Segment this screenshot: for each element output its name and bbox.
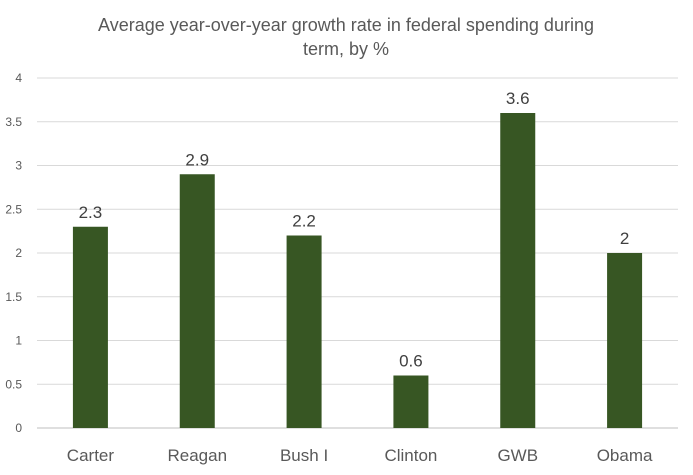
data-label-obama: 2 bbox=[620, 229, 629, 248]
bar-gwb bbox=[500, 113, 536, 428]
gridlines bbox=[37, 77, 678, 429]
data-label-gwb: 3.6 bbox=[506, 89, 530, 108]
bar-clinton bbox=[393, 375, 429, 428]
y-tick-label: 2 bbox=[15, 246, 22, 260]
y-tick-label: 1 bbox=[15, 334, 22, 348]
y-tick-label: 3 bbox=[15, 159, 22, 173]
x-tick-label-clinton: Clinton bbox=[384, 446, 437, 465]
bars bbox=[72, 113, 643, 428]
x-tick-label-carter: Carter bbox=[67, 446, 115, 465]
bar-bush-i bbox=[286, 235, 322, 428]
x-axis-ticks: Carter Reagan Bush I Clinton GWB Obama bbox=[67, 446, 653, 465]
chart-title-line-1: Average year-over-year growth rate in fe… bbox=[98, 15, 594, 35]
chart-title-line-2: term, by % bbox=[303, 39, 389, 59]
x-tick-label-gwb: GWB bbox=[497, 446, 538, 465]
y-axis-ticks: 0 0.5 1 1.5 2 2.5 3 3.5 4 bbox=[5, 71, 22, 435]
data-labels: 2.3 2.9 2.2 0.6 3.6 2 bbox=[79, 89, 630, 371]
y-tick-label: 0 bbox=[15, 421, 22, 435]
bar-carter bbox=[72, 226, 108, 428]
chart-title: Average year-over-year growth rate in fe… bbox=[98, 15, 594, 59]
x-tick-label-obama: Obama bbox=[597, 446, 653, 465]
data-label-reagan: 2.9 bbox=[185, 150, 209, 169]
y-tick-label: 1.5 bbox=[5, 290, 22, 304]
y-tick-label: 0.5 bbox=[5, 377, 22, 391]
y-tick-label: 3.5 bbox=[5, 115, 22, 129]
x-tick-label-reagan: Reagan bbox=[167, 446, 227, 465]
x-tick-label-bush-i: Bush I bbox=[280, 446, 328, 465]
data-label-clinton: 0.6 bbox=[399, 352, 423, 371]
data-label-bush-i: 2.2 bbox=[292, 212, 316, 231]
bar-obama bbox=[607, 253, 643, 428]
y-tick-label: 2.5 bbox=[5, 202, 22, 216]
data-label-carter: 2.3 bbox=[79, 203, 103, 222]
y-tick-label: 4 bbox=[15, 71, 22, 85]
bar-reagan bbox=[179, 174, 215, 428]
